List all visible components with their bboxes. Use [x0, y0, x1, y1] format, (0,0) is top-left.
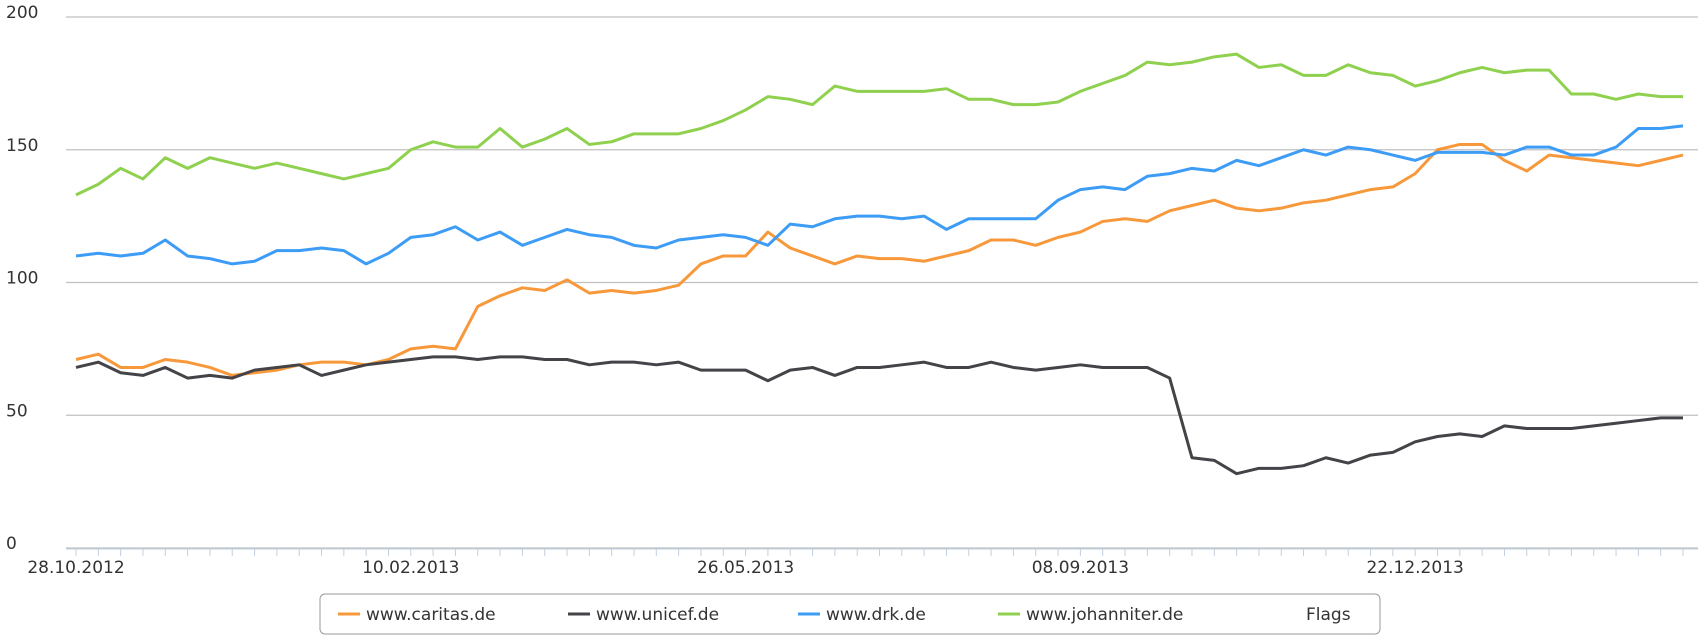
- y-tick-label: 50: [6, 401, 28, 421]
- x-tick-label: 28.10.2012: [27, 558, 124, 578]
- series-line: [75, 142, 1684, 377]
- legend-flags[interactable]: Flags: [1306, 605, 1351, 625]
- series-line: [75, 355, 1683, 476]
- legend-label[interactable]: www.caritas.de: [366, 605, 496, 625]
- x-tick-label: 22.12.2013: [1366, 558, 1463, 578]
- y-tick-label: 100: [6, 269, 38, 289]
- legend-label[interactable]: www.unicef.de: [596, 605, 719, 625]
- series-line: [75, 124, 1684, 266]
- x-tick-label: 10.02.2013: [362, 558, 459, 578]
- legend-box: [319, 593, 1381, 635]
- series-line: [75, 52, 1683, 197]
- y-tick-label: 0: [6, 534, 17, 554]
- y-tick-label: 200: [6, 3, 38, 23]
- legend-label[interactable]: www.johanniter.de: [1026, 605, 1183, 625]
- x-tick-label: 08.09.2013: [1032, 558, 1129, 578]
- y-tick-label: 150: [6, 136, 38, 156]
- legend-label[interactable]: www.drk.de: [826, 605, 926, 625]
- x-tick-label: 26.05.2013: [697, 558, 794, 578]
